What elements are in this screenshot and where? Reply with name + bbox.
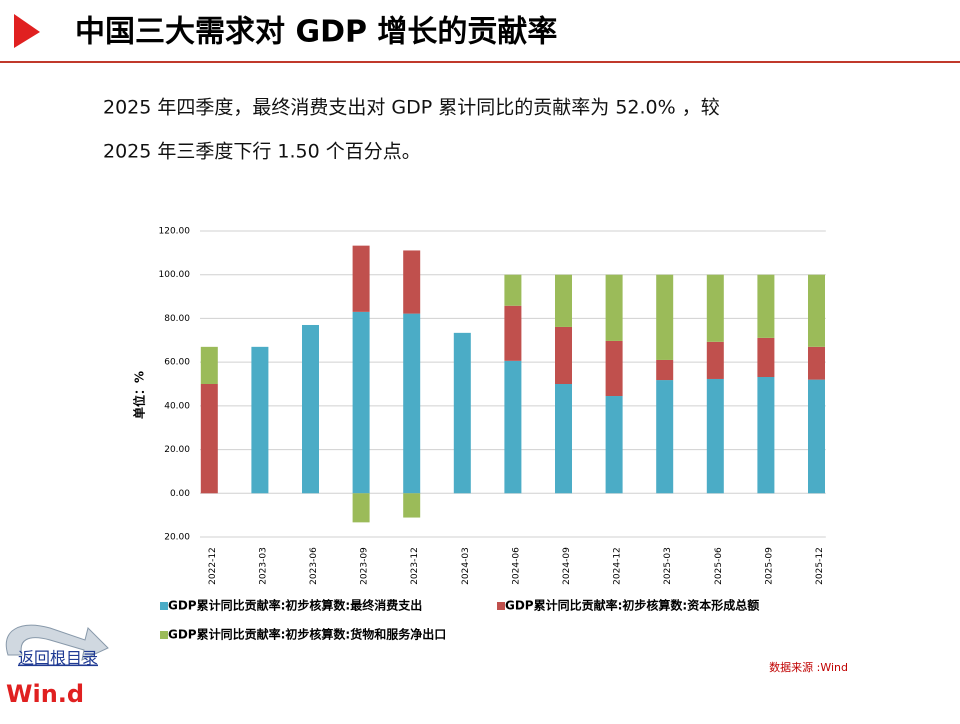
- bar-segment: [605, 274, 623, 341]
- bar-segment: [352, 311, 370, 494]
- bar-segment: [706, 378, 724, 494]
- bar-segment: [403, 250, 421, 314]
- bar-segment: [808, 379, 825, 494]
- bar-segment: [504, 360, 522, 494]
- bar-segment: [656, 359, 674, 381]
- bar-segment: [555, 274, 572, 327]
- bar-segment: [808, 274, 825, 347]
- y-axis-label: 单位：%: [132, 371, 147, 419]
- bar-segment: [403, 493, 421, 518]
- x-tick-label: 2025-06: [714, 547, 724, 585]
- y-tick-label: 60.00: [164, 358, 190, 368]
- bar-segment: [504, 305, 522, 361]
- bar-segment: [605, 340, 623, 397]
- title-marker: [14, 14, 40, 48]
- legend-swatch: [160, 631, 168, 639]
- y-tick-label: 20.00: [164, 533, 190, 543]
- x-tick-label: 2025-12: [815, 547, 825, 585]
- bar-segment: [757, 377, 775, 494]
- bar-segment: [656, 274, 674, 360]
- bar-segment: [555, 384, 572, 494]
- bar-segment: [403, 313, 421, 494]
- bar-segment: [200, 346, 218, 384]
- summary-line: 2025 年四季度，最终消费支出对 GDP 累计同比的贡献率为 52.0% ，较: [103, 97, 720, 119]
- y-tick-label: 100.00: [159, 270, 191, 280]
- legend-label: GDP累计同比贡献率:初步核算数:最终消费支出: [168, 598, 422, 613]
- legend-swatch: [497, 602, 505, 610]
- bar-segment: [605, 396, 623, 494]
- bar-segment: [656, 380, 674, 494]
- bar-segment: [706, 274, 724, 342]
- y-tick-label: 120.00: [159, 227, 191, 237]
- back-link[interactable]: 返回根目录: [18, 649, 98, 668]
- x-tick-label: 2023-09: [360, 547, 370, 585]
- x-tick-label: 2023-06: [309, 547, 319, 585]
- x-tick-label: 2022-12: [208, 547, 218, 585]
- bar-segment: [352, 245, 370, 312]
- x-tick-label: 2025-09: [764, 547, 774, 585]
- bar-segment: [504, 274, 522, 306]
- y-tick-label: 20.00: [164, 445, 190, 455]
- bar-segment: [453, 332, 471, 494]
- back-arrow-icon: [5, 624, 109, 661]
- summary-line: 2025 年三季度下行 1.50 个百分点。: [103, 141, 421, 163]
- x-tick-label: 2023-03: [258, 547, 268, 585]
- bar-segment: [706, 341, 724, 379]
- x-tick-label: 2024-12: [613, 547, 623, 585]
- bar-segment: [352, 493, 370, 523]
- slide-title: 中国三大需求对 GDP 增长的贡献率: [75, 15, 557, 50]
- x-tick-label: 2024-03: [461, 547, 471, 585]
- bar-segment: [808, 346, 825, 380]
- x-tick-label: 2023-12: [410, 547, 420, 585]
- chart: 20.00 0.00 20.00 40.00 60.00 80.00 100.00 120.0…: [159, 227, 826, 642]
- legend-label: GDP累计同比贡献率:初步核算数:资本形成总额: [505, 598, 759, 613]
- logo: Win.d: [6, 680, 84, 708]
- legend-swatch: [160, 602, 168, 610]
- x-tick-label: 2024-09: [562, 547, 572, 585]
- y-tick-label: 40.00: [164, 401, 190, 411]
- y-tick-label: 80.00: [164, 314, 190, 324]
- bar-segment: [555, 326, 572, 384]
- legend-label: GDP累计同比贡献率:初步核算数:货物和服务净出口: [168, 627, 446, 642]
- x-tick-label: 2024-06: [511, 547, 521, 585]
- bar-segment: [251, 346, 269, 494]
- bar-segment: [302, 324, 319, 494]
- bar-segment: [757, 337, 775, 378]
- bar-segment: [200, 384, 218, 494]
- source-note: 数据来源 :Wind: [769, 660, 848, 674]
- x-tick-label: 2025-03: [663, 547, 673, 585]
- bar-segment: [757, 274, 775, 338]
- y-tick-label: 0.00: [170, 489, 190, 499]
